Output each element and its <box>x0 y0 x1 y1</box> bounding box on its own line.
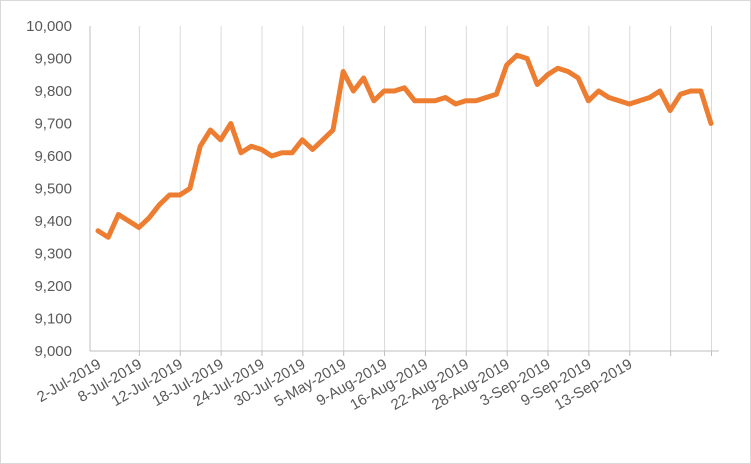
y-tick-label: 9,900 <box>34 51 72 68</box>
y-tick-label: 9,700 <box>34 116 72 133</box>
y-tick-label: 9,400 <box>34 213 72 230</box>
y-tick-label: 9,000 <box>34 343 72 360</box>
y-tick-label: 9,200 <box>34 278 72 295</box>
y-tick-label: 9,500 <box>34 181 72 198</box>
y-axis-ticks: 9,000 9,100 9,200 9,300 9,400 9,500 9,600 9,700… <box>26 18 72 360</box>
series-line <box>95 52 714 240</box>
y-tick-label: 9,600 <box>34 148 72 165</box>
x-axis-ticks: 2-Jul-20198-Jul-201912-Jul-201918-Jul-20… <box>34 356 635 414</box>
y-tick-label: 9,800 <box>34 83 72 100</box>
y-tick-label: 9,300 <box>34 246 72 263</box>
series-layer <box>95 52 714 240</box>
axes <box>89 26 719 356</box>
y-tick-label: 10,000 <box>26 18 72 35</box>
grid <box>138 26 712 351</box>
y-tick-label: 9,100 <box>34 311 72 328</box>
